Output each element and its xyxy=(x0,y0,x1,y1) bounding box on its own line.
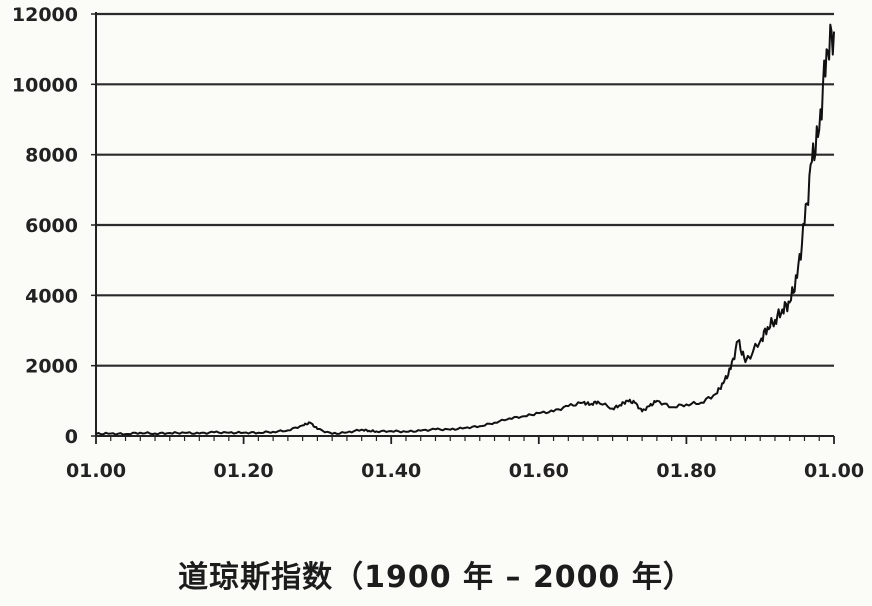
x-tick-label: 01.60 xyxy=(509,460,569,482)
series-line xyxy=(95,23,835,436)
chart-caption: 道琼斯指数（1900 年 – 2000 年） xyxy=(178,560,694,595)
y-tick-label: 10000 xyxy=(12,74,78,96)
x-tick-labels: 01.00 01.20 01.40 01.60 01.80 01.00 xyxy=(66,460,864,482)
x-tick-label: 01.20 xyxy=(214,460,274,482)
series xyxy=(95,23,835,436)
y-tick-label: 8000 xyxy=(25,145,78,167)
gridlines xyxy=(96,12,834,367)
y-tick-label: 0 xyxy=(65,426,78,448)
y-tick-label: 4000 xyxy=(25,285,78,307)
y-tick-label: 12000 xyxy=(12,4,78,26)
x-tick-label: 01.40 xyxy=(361,460,421,482)
x-tick-label: 01.00 xyxy=(804,460,864,482)
x-tick-label: 01.00 xyxy=(66,460,126,482)
y-tick-label: 6000 xyxy=(25,215,78,237)
x-tick-label: 01.80 xyxy=(656,460,716,482)
y-tick-labels: 0 2000 4000 6000 8000 10000 12000 xyxy=(12,4,78,448)
axes xyxy=(91,12,835,444)
y-tick-label: 2000 xyxy=(25,356,78,378)
